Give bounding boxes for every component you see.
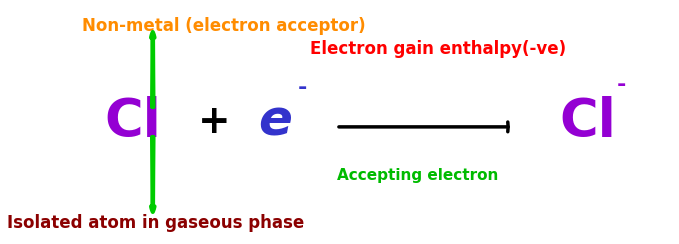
Text: +: + bbox=[198, 103, 230, 141]
Text: -: - bbox=[617, 75, 626, 95]
Text: Electron gain enthalpy(-ve): Electron gain enthalpy(-ve) bbox=[310, 40, 566, 58]
Text: -: - bbox=[297, 78, 307, 98]
Text: e: e bbox=[258, 98, 292, 146]
Text: Non-metal (electron acceptor): Non-metal (electron acceptor) bbox=[82, 17, 366, 35]
Text: Isolated atom in gaseous phase: Isolated atom in gaseous phase bbox=[7, 214, 304, 232]
Text: Cl: Cl bbox=[104, 96, 161, 148]
Text: Accepting electron: Accepting electron bbox=[337, 168, 498, 183]
Text: Cl: Cl bbox=[559, 96, 616, 148]
